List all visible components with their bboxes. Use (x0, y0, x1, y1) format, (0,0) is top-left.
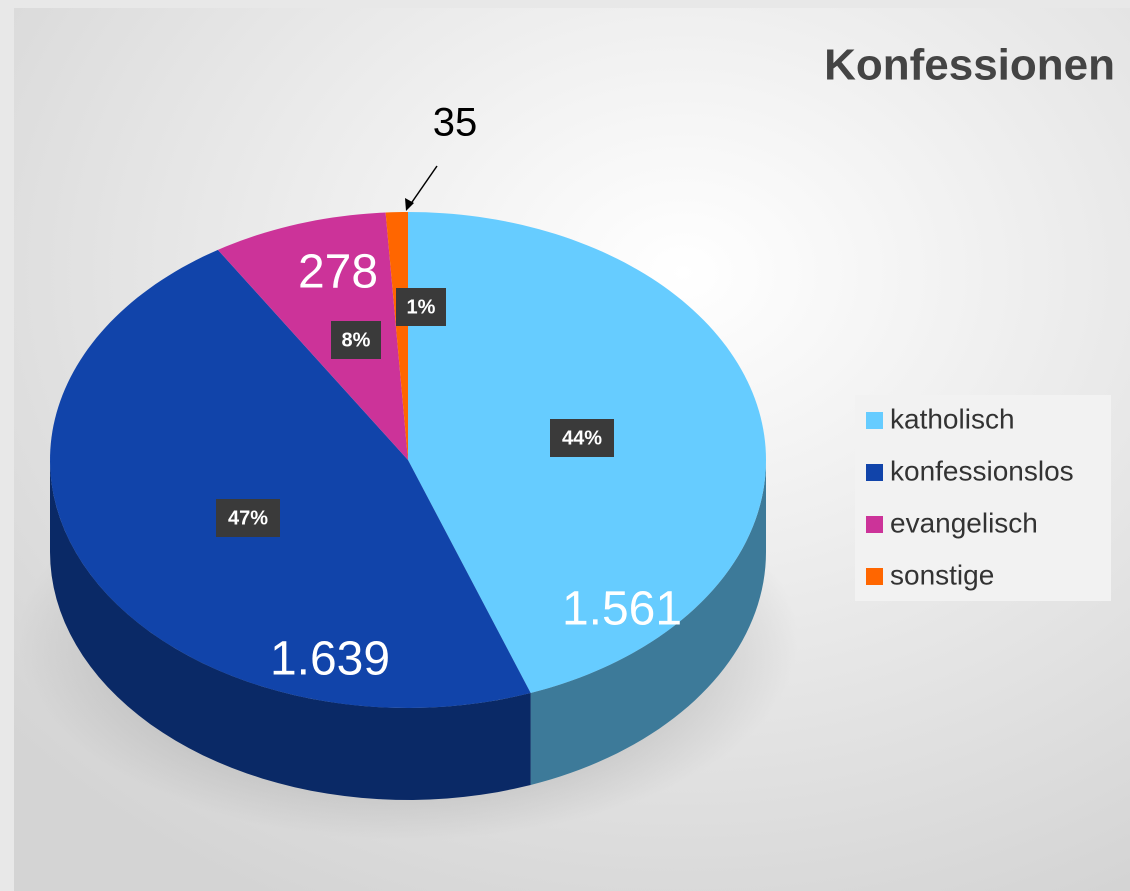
legend (855, 395, 1111, 601)
slice (385, 212, 408, 460)
legend-swatch (866, 412, 883, 429)
legend-label: konfessionslos (890, 455, 1074, 486)
slice (217, 212, 408, 460)
value-label: 278 (298, 246, 378, 299)
percent-label: 8% (342, 329, 371, 351)
labels: 1.561 1.639 278 35 44% 47% 8% 1% katholisch konfe… (216, 101, 1074, 686)
percent-label-box (550, 419, 614, 457)
legend-label: katholisch (890, 403, 1015, 434)
percent-label: 44% (562, 427, 602, 449)
chart-title: Konfessionen (824, 41, 1115, 90)
legend-label: sonstige (890, 559, 994, 590)
legend-swatch (866, 464, 883, 481)
value-label: 35 (433, 101, 478, 145)
value-label: 1.561 (562, 583, 682, 636)
callout-line (409, 165, 438, 206)
value-label: 1.639 (270, 633, 390, 686)
percent-label: 47% (228, 507, 268, 529)
legend-label: evangelisch (890, 507, 1038, 538)
percent-label: 1% (407, 296, 436, 318)
slice-side (530, 460, 766, 785)
percent-label-box (216, 499, 280, 537)
legend-swatch (866, 568, 883, 585)
legend-swatch (866, 516, 883, 533)
slice (50, 249, 531, 708)
percent-label-box (331, 321, 381, 359)
callout-arrow (405, 198, 414, 211)
slice-side (50, 460, 531, 800)
percent-label-box (396, 288, 446, 326)
